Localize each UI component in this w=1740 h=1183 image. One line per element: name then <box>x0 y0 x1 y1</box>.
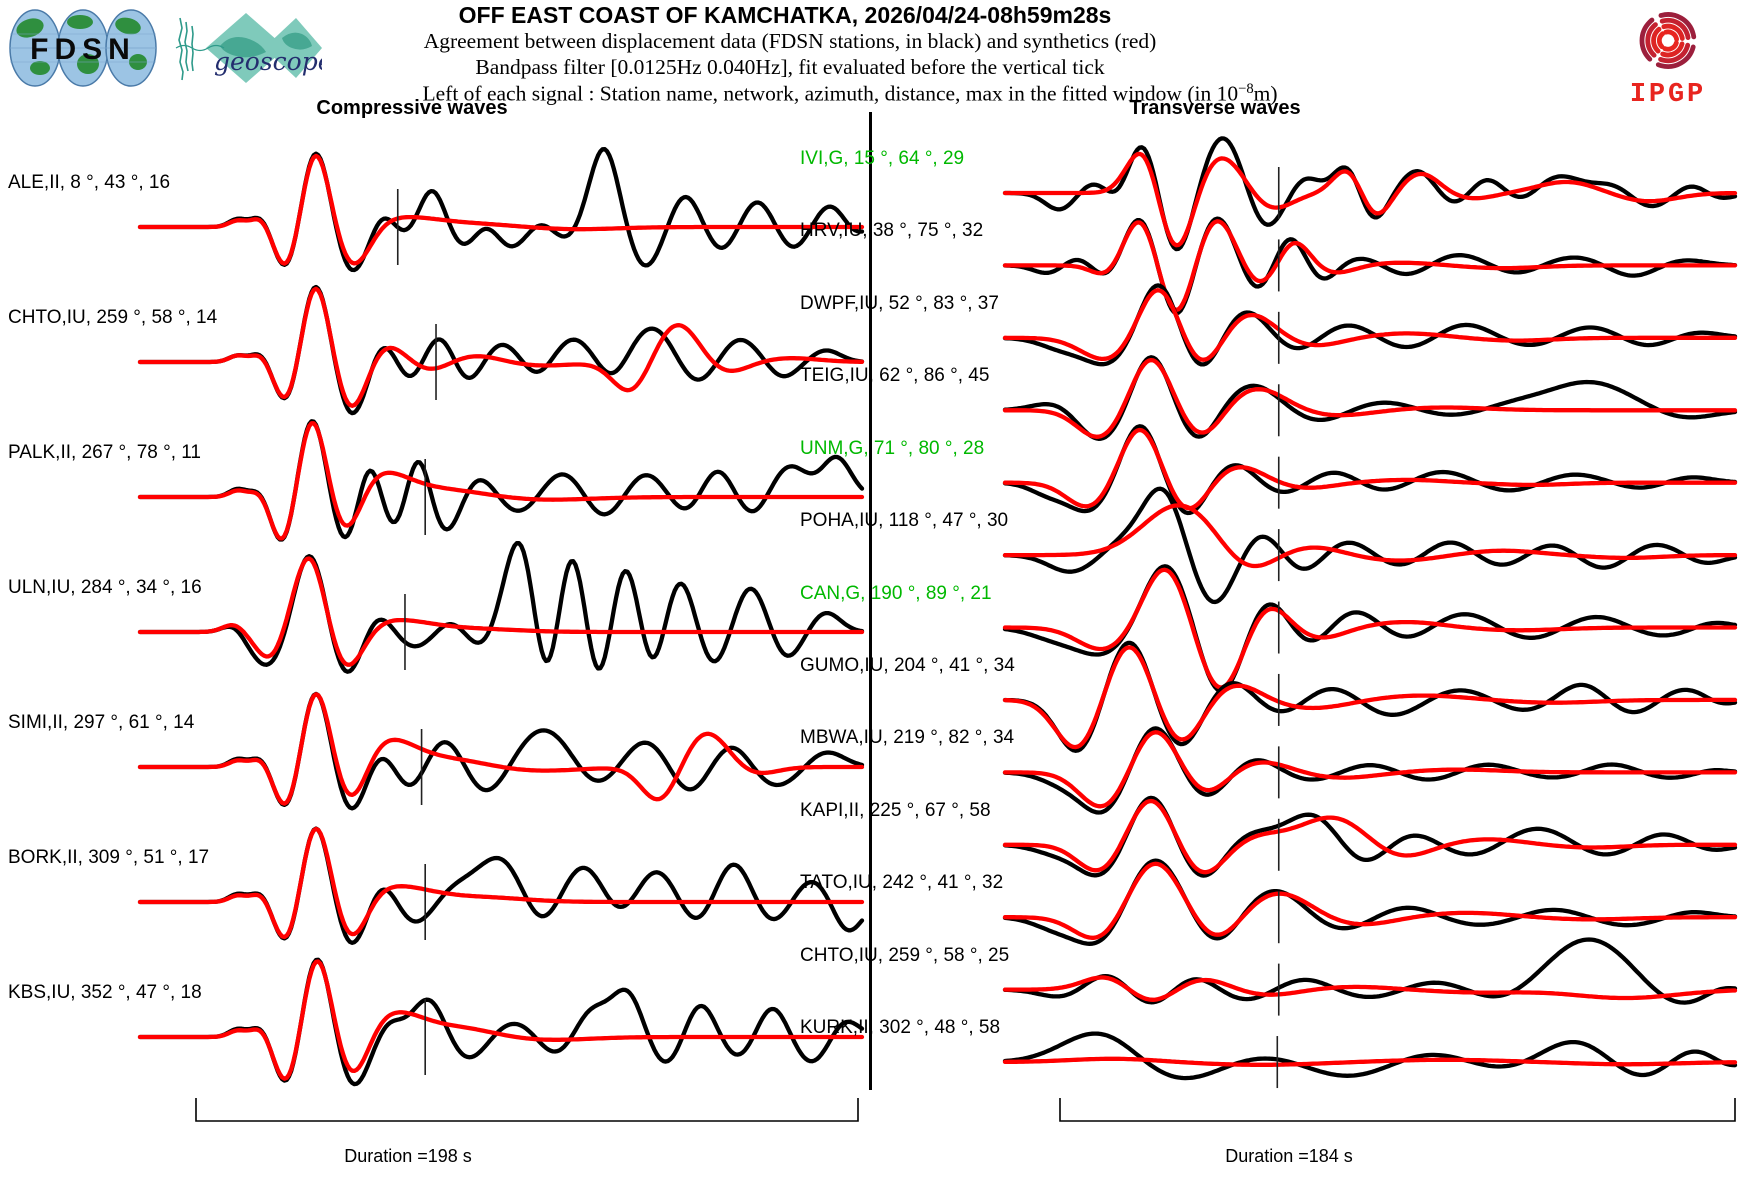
fdsn-logo: FDSN <box>9 9 157 87</box>
waveform-synthetic-MBWA-1 <box>1002 730 1738 809</box>
waveform-synthetic-TEIG-1 <box>1002 357 1738 439</box>
waveform-synthetic-DWPF-1 <box>1002 288 1738 362</box>
waveform-data-PALK-0 <box>137 419 865 542</box>
station-label-HRV-1: HRV,IU, 38 °, 75 °, 32 <box>800 220 984 242</box>
duration-label-left: Duration =198 s <box>344 1146 472 1166</box>
waveform-data-ULN-0 <box>137 541 865 674</box>
station-label-TATO-1: TATO,IU, 242 °, 41 °, 32 <box>800 872 1004 894</box>
waveform-data-CHTO-1 <box>1002 937 1738 1005</box>
waveform-synthetic-BORK-0 <box>137 826 865 940</box>
geoscope-logo-text: geoscope <box>214 47 322 76</box>
subtitle-bandpass: Bandpass filter [0.0125Hz 0.040Hz], fit … <box>475 55 1105 79</box>
waveform-data-KBS-0 <box>137 957 865 1087</box>
waveform-synthetic-GUMO-1 <box>1002 645 1738 750</box>
station-label-ALE-0: ALE,II, 8 °, 43 °, 16 <box>8 172 171 193</box>
waveform-synthetic-KBS-0 <box>137 959 865 1081</box>
station-label-KBS-0: KBS,IU, 352 °, 47 °, 18 <box>8 982 202 1003</box>
geoscope-seismogram-squiggle <box>175 17 225 81</box>
waveform-data-POHA-1 <box>1002 486 1738 605</box>
station-label-CHTO-1: CHTO,IU, 259 °, 58 °, 25 <box>800 944 1010 966</box>
station-label-KAPI-1: KAPI,II, 225 °, 67 °, 58 <box>800 799 991 821</box>
waveform-synthetic-UNM-1 <box>1002 427 1738 511</box>
column-heading-transverse: Transverse waves <box>1129 97 1301 119</box>
station-label-TEIG-1: TEIG,IU, 62 °, 86 °, 45 <box>800 365 990 387</box>
waveform-synthetic-KAPI-1 <box>1002 798 1738 875</box>
waveform-synthetic-PALK-0 <box>137 421 865 541</box>
column-heading-compressive: Compressive waves <box>316 97 508 119</box>
waveform-synthetic-CAN-1 <box>1002 567 1738 690</box>
waveform-synthetic-TATO-1 <box>1002 861 1738 940</box>
station-label-GUMO-1: GUMO,IU, 204 °, 41 °, 34 <box>800 654 1015 676</box>
waveform-synthetic-IVI-1 <box>1002 151 1738 248</box>
station-label-SIMI-0: SIMI,II, 297 °, 61 °, 14 <box>8 712 195 733</box>
station-label-POHA-1: POHA,IU, 118 °, 47 °, 30 <box>800 510 1009 532</box>
waveform-synthetic-ULN-0 <box>137 556 865 667</box>
geoscope-map-shapes <box>206 13 322 83</box>
waveform-synthetic-CHTO-0 <box>137 286 865 408</box>
waveform-data-ALE-0 <box>137 147 865 273</box>
waveform-synthetic-KURK-1 <box>1002 1056 1738 1067</box>
waveform-data-TATO-1 <box>1002 858 1738 946</box>
subtitle-legend: Left of each signal : Station name, netw… <box>0 81 1700 106</box>
subtitle-legend-text: Left of each signal : Station name, netw… <box>422 81 1239 106</box>
waveform-synthetic-POHA-1 <box>1002 503 1738 569</box>
waveform-data-BORK-0 <box>137 826 865 945</box>
duration-bracket-right <box>1059 1098 1736 1122</box>
waveform-synthetic-ALE-0 <box>137 153 865 266</box>
duration-bracket-left <box>195 1098 859 1122</box>
waveform-data-GUMO-1 <box>1002 640 1738 753</box>
station-label-ULN-0: ULN,IU, 284 °, 34 °, 16 <box>8 577 202 598</box>
station-label-UNM-1: UNM,G, 71 °, 80 °, 28 <box>800 437 985 459</box>
waveform-synthetic-CHTO-1 <box>1002 975 1738 1002</box>
superscript-exponent: −8 <box>1238 81 1254 97</box>
waveform-data-SIMI-0 <box>137 691 865 811</box>
fdsn-logo-text: FDSN <box>30 33 136 66</box>
duration-label-right: Duration =184 s <box>1225 1146 1353 1166</box>
station-label-CAN-1: CAN,G, 190 °, 89 °, 21 <box>800 582 992 604</box>
subtitle-agreement: Agreement between displacement data (FDS… <box>423 29 1157 53</box>
station-label-KURK-1: KURK,II, 302 °, 48 °, 58 <box>800 1017 1001 1039</box>
station-label-BORK-0: BORK,II, 309 °, 51 °, 17 <box>8 847 210 868</box>
waveform-data-CHTO-0 <box>137 284 865 416</box>
station-label-IVI-1: IVI,G, 15 °, 64 °, 29 <box>800 148 965 169</box>
station-label-MBWA-1: MBWA,IU, 219 °, 82 °, 34 <box>800 727 1015 749</box>
station-label-DWPF-1: DWPF,IU, 52 °, 83 °, 37 <box>800 292 999 314</box>
waveform-synthetic-HRV-1 <box>1002 219 1738 313</box>
waveform-synthetic-SIMI-0 <box>137 692 865 806</box>
page-title: OFF EAST COAST OF KAMCHATKA, 2026/04/24-… <box>458 2 1112 28</box>
geoscope-logo: geoscope <box>175 13 322 83</box>
ipgp-swirl <box>1639 12 1697 69</box>
ipgp-logo-text: IPGP <box>1630 80 1706 108</box>
waveform-data-IVI-1 <box>1002 136 1738 252</box>
station-label-PALK-0: PALK,II, 267 °, 78 °, 11 <box>8 442 201 463</box>
station-label-CHTO-0: CHTO,IU, 259 °, 58 °, 14 <box>8 307 218 328</box>
waveform-data-KURK-1 <box>1002 1031 1738 1081</box>
subtitle-legend-unit: m) <box>1253 81 1278 106</box>
fdsn-globes <box>9 9 157 87</box>
ipgp-logo: IPGP <box>1630 12 1706 108</box>
